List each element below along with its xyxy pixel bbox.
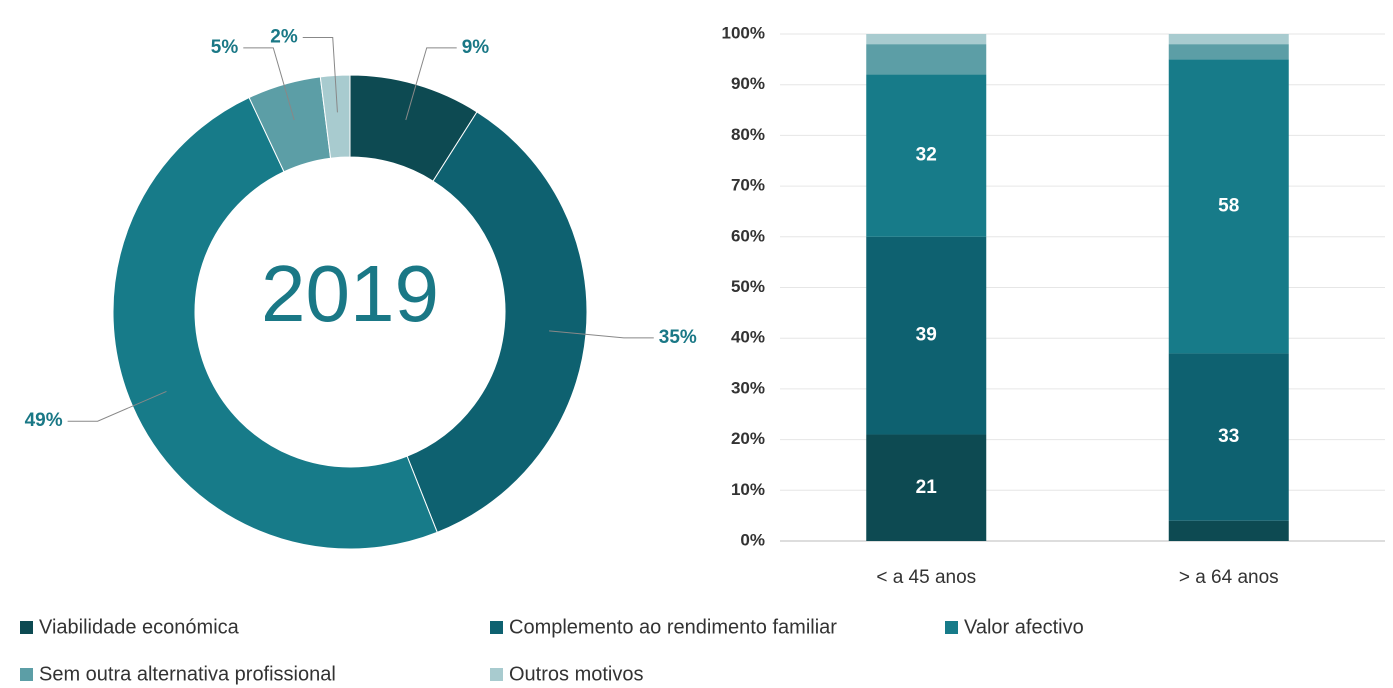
segment-label: 58 (1218, 195, 1239, 216)
slice-label: 49% (25, 410, 63, 431)
segment-label: 21 (916, 477, 938, 498)
bar-segment (866, 236, 987, 435)
y-tick-label: 70% (731, 176, 765, 195)
bar-segment (866, 34, 987, 45)
legend-swatch (945, 621, 958, 634)
y-tick-label: 30% (731, 378, 765, 397)
y-tick-label: 20% (731, 429, 765, 448)
segment-label: 33 (1218, 426, 1239, 447)
slice-label: 35% (659, 327, 697, 348)
leader-line (302, 37, 338, 113)
bar-segment (866, 44, 987, 75)
y-tick-label: 0% (740, 530, 765, 549)
leader-line (405, 47, 457, 121)
x-tick-label: > a 64 anos (1179, 567, 1279, 588)
donut-slice (319, 74, 351, 159)
y-tick-label: 60% (731, 226, 765, 245)
y-tick-label: 40% (731, 328, 765, 347)
legend-swatch (490, 621, 503, 634)
slice-label: 9% (462, 37, 490, 58)
legend-swatch (490, 668, 503, 681)
y-tick-label: 10% (731, 480, 765, 499)
legend-label: Viabilidade económica (39, 616, 240, 638)
y-tick-label: 80% (731, 125, 765, 144)
legend-swatch (20, 621, 33, 634)
y-tick-label: 50% (731, 277, 765, 296)
legend-label: Sem outra alternativa profissional (39, 663, 336, 685)
slice-label: 2% (270, 27, 298, 48)
y-tick-label: 100% (722, 23, 765, 42)
leader-line (243, 47, 295, 121)
y-tick-label: 90% (731, 74, 765, 93)
segment-label: 39 (916, 325, 937, 346)
x-tick-label: < a 45 anos (876, 567, 976, 588)
bar-segment (866, 434, 987, 541)
legend-swatch (20, 668, 33, 681)
segment-label: 32 (916, 145, 937, 166)
donut-slice (406, 111, 588, 534)
bar-segment (1168, 520, 1289, 541)
donut-center-title: 2019 (261, 249, 439, 338)
bar-segment (1168, 34, 1289, 45)
leader-line (67, 390, 167, 422)
bar-segment (1168, 59, 1289, 354)
bar-segment (866, 74, 987, 237)
legend-label: Complemento ao rendimento familiar (509, 616, 837, 638)
slice-label: 5% (211, 37, 239, 58)
bar-segment (1168, 353, 1289, 521)
bar-segment (1168, 44, 1289, 60)
legend-label: Outros motivos (509, 663, 643, 685)
leader-line (549, 330, 654, 339)
legend-label: Valor afectivo (964, 616, 1084, 638)
donut-slice (112, 96, 438, 550)
